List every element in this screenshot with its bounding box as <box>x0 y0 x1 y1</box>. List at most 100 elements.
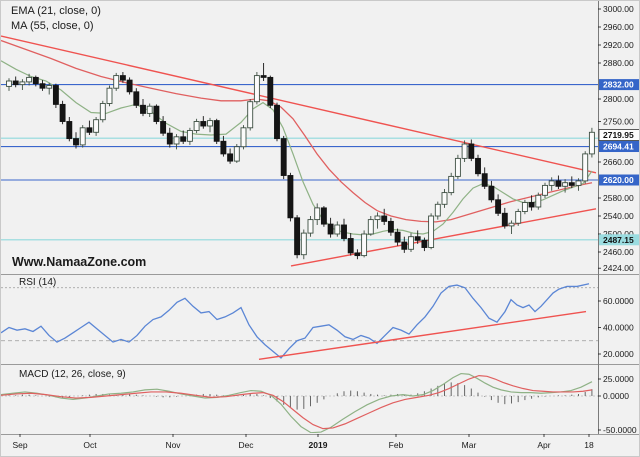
candle-body <box>320 207 327 225</box>
candle-body <box>307 219 314 234</box>
candle-body <box>434 203 441 217</box>
candle-body <box>582 153 589 182</box>
price-tick-label: 2750.00 <box>603 117 634 127</box>
candle-body <box>93 119 100 133</box>
candle-body <box>408 236 414 250</box>
candle-body <box>555 180 562 187</box>
candle-body <box>300 232 307 256</box>
price-tick-label: 2920.00 <box>603 40 634 50</box>
candle-body <box>394 231 401 243</box>
price-chart-panel[interactable] <box>1 35 598 267</box>
rsi-panel[interactable] <box>1 283 598 360</box>
candle-body <box>327 223 334 235</box>
candle-body <box>207 120 213 127</box>
candle-body <box>495 199 502 214</box>
candle-body <box>314 207 321 221</box>
candle-body <box>341 224 347 239</box>
candle-body <box>59 103 66 122</box>
candle-body <box>387 220 394 233</box>
candle-body <box>468 143 475 159</box>
candle-body <box>99 103 106 121</box>
price-tick-label: 2500.00 <box>603 229 634 239</box>
candle-body <box>186 130 193 142</box>
candle-body <box>6 80 12 87</box>
candle-body <box>73 138 79 146</box>
time-tick-label: Mar <box>462 440 477 450</box>
price-tick-label: 2960.00 <box>603 22 634 32</box>
candle-body <box>334 224 341 235</box>
price-tick-label: 2424.00 <box>603 263 634 273</box>
candle-body <box>542 184 548 196</box>
candle-body <box>193 121 200 131</box>
candle-body <box>220 140 227 155</box>
candle-body <box>39 83 46 89</box>
candle-body <box>280 138 287 176</box>
price-axis[interactable]: 3000.00 2960.00 2920.00 2880.00 2800.00 2750.… <box>598 4 640 435</box>
candle-body <box>79 127 86 146</box>
candle-body <box>260 75 267 78</box>
candle-body <box>26 76 33 83</box>
rsi-line <box>1 283 590 359</box>
candle-body <box>233 146 240 162</box>
candle-body <box>119 75 126 81</box>
candle-body <box>354 252 361 257</box>
candle-body <box>508 222 515 227</box>
candle-body <box>153 105 160 122</box>
time-axis[interactable]: Sep Oct Nov Dec 2019 Feb Mar Apr 18 <box>12 434 594 450</box>
time-tick-label: Oct <box>83 440 97 450</box>
candle-body <box>381 215 388 222</box>
candle-body <box>548 180 555 186</box>
ascending-trendline[interactable] <box>290 208 597 267</box>
candle-body <box>113 75 120 89</box>
rsi-trendline[interactable] <box>258 310 587 360</box>
candle-body <box>562 182 569 187</box>
descending-trendline[interactable] <box>1 35 597 174</box>
price-tag-label: 2719.95 <box>603 130 634 140</box>
time-tick-label: 18 <box>584 440 594 450</box>
candle-body <box>32 76 39 85</box>
candle-body <box>133 91 140 106</box>
time-tick-label: Dec <box>238 440 254 450</box>
candle-body <box>247 101 254 129</box>
rsi-tick-label: 40.0000 <box>603 323 634 333</box>
price-tick-label: 2540.00 <box>603 211 634 221</box>
candle-body <box>200 121 207 127</box>
time-tick-label: Apr <box>537 440 550 450</box>
price-tag-2832.00 <box>599 79 639 91</box>
price-tick-label: 2800.00 <box>603 94 634 104</box>
candle-body <box>528 202 535 208</box>
candle-body <box>475 157 481 175</box>
candle-body <box>488 185 495 201</box>
macd-line <box>1 372 593 433</box>
candle-body <box>160 121 167 134</box>
macd-tick-label: 25.0000 <box>603 374 634 384</box>
candle-body <box>227 153 234 162</box>
candle-body <box>461 143 468 159</box>
macd-panel[interactable] <box>1 372 598 433</box>
time-tick-label: Sep <box>12 440 27 450</box>
macd-tick-label: -50.0000 <box>603 425 637 435</box>
rsi-tick-label: 20.0000 <box>603 349 634 359</box>
candle-body <box>294 217 301 256</box>
candle-body <box>19 81 26 86</box>
candle-body <box>106 87 113 104</box>
price-tag-2487.15 <box>599 234 639 246</box>
price-tag-label: 2694.41 <box>603 142 634 152</box>
candle-body <box>428 215 435 248</box>
price-tag-2719.95 <box>598 129 639 141</box>
watermark: Www.NamaaZone.com <box>12 255 147 269</box>
price-tick-label: 2880.00 <box>603 58 634 68</box>
candle-body <box>501 212 508 227</box>
candle-body <box>86 127 93 133</box>
candle-body <box>52 85 59 105</box>
candle-body <box>173 136 180 145</box>
candle-body <box>267 76 274 106</box>
candle-body <box>515 211 522 224</box>
price-tag-label: 2832.00 <box>603 80 634 90</box>
price-tag-2694.41 <box>599 141 639 153</box>
candle-body <box>126 79 133 93</box>
candle-body <box>367 219 374 235</box>
